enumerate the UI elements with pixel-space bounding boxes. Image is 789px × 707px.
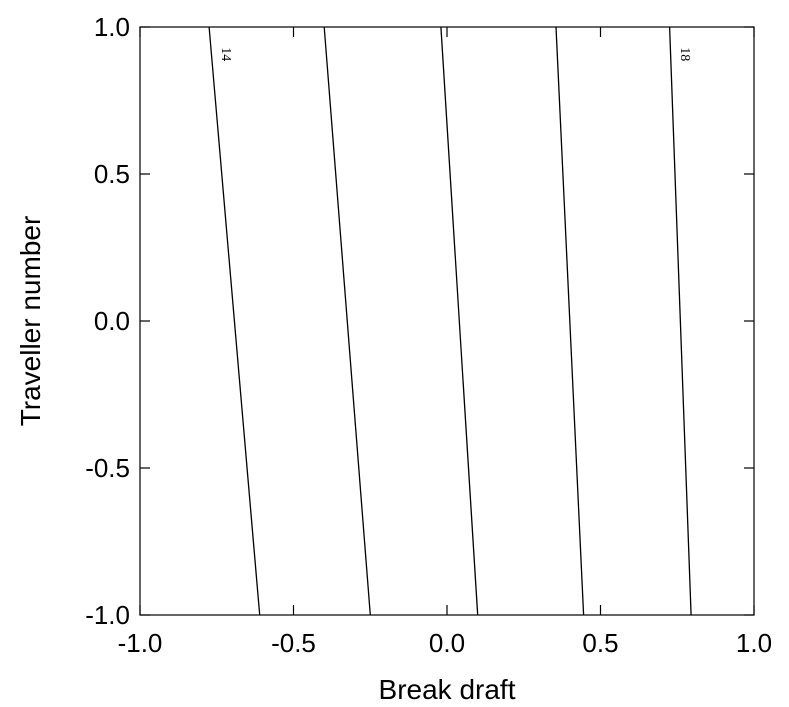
- x-tick-labels: -1.0 -0.5 0.0 0.5 1.0: [118, 628, 772, 658]
- x-tick-label: 0.0: [429, 628, 465, 658]
- contour-value-label: 14: [218, 47, 233, 61]
- y-axis-title: Traveller number: [15, 216, 46, 427]
- x-tick-label: 0.5: [582, 628, 618, 658]
- contour-line: [323, 26, 371, 616]
- contour-line: [208, 26, 261, 616]
- y-tick-label: -1.0: [85, 600, 130, 630]
- x-tick-label: 1.0: [736, 628, 772, 658]
- y-tick-label: 0.0: [94, 306, 130, 336]
- y-tick-label: 1.0: [94, 12, 130, 42]
- axis-ticks: [139, 26, 755, 616]
- contour-line: [668, 26, 692, 616]
- x-tick-label: -1.0: [118, 628, 163, 658]
- x-tick-label: -0.5: [271, 628, 316, 658]
- y-tick-label: -0.5: [85, 453, 130, 483]
- y-tick-label: 0.5: [94, 159, 130, 189]
- y-tick-labels: -1.0 -0.5 0.0 0.5 1.0: [85, 12, 130, 630]
- contour-line: [440, 26, 479, 616]
- contour-line: [555, 26, 585, 616]
- contour-lines: [208, 26, 692, 616]
- x-axis-title: Break draft: [379, 674, 516, 705]
- contour-labels: 14 18: [218, 47, 692, 61]
- contour-value-label: 18: [677, 47, 692, 61]
